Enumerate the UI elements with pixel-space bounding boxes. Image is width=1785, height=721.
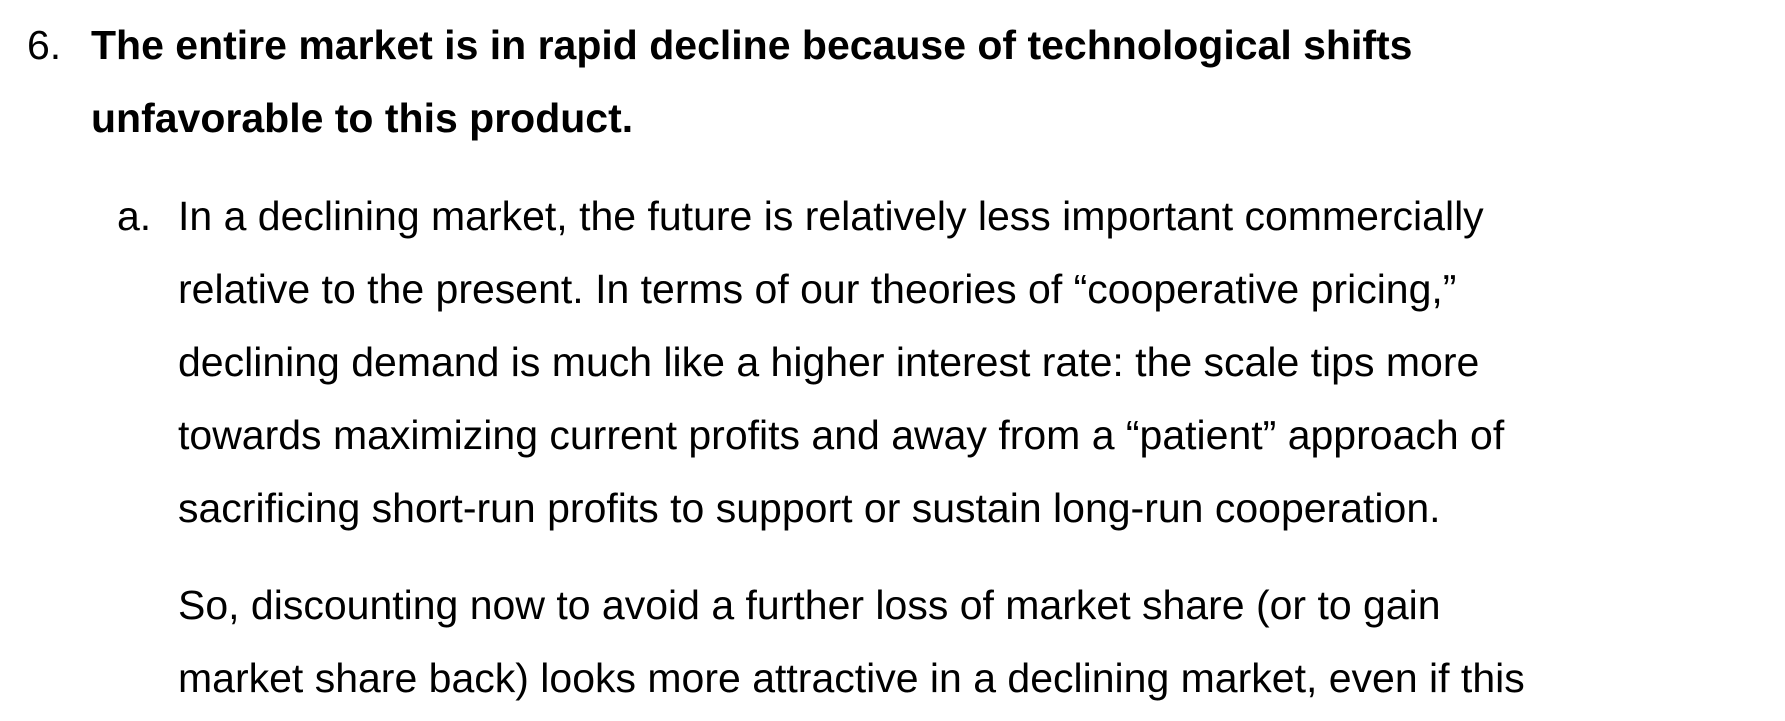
paragraph: In a declining market, the future is rel… — [178, 180, 1504, 545]
heading-line: The entire market is in rapid decline be… — [91, 22, 1413, 68]
paragraph-line: market share back) looks more attractive… — [178, 655, 1525, 701]
paragraph: So, discounting now to avoid a further l… — [178, 569, 1525, 715]
paragraph-line: So, discounting now to avoid a further l… — [178, 582, 1441, 628]
heading-line: unfavorable to this product. — [91, 95, 634, 141]
list-letter: a. — [117, 193, 152, 239]
paragraph-line: relative to the present. In terms of our… — [178, 266, 1457, 312]
paragraph-line: declining demand is much like a higher i… — [178, 339, 1480, 385]
paragraph-line: In a declining market, the future is rel… — [178, 193, 1484, 239]
heading-text: The entire market is in rapid decline be… — [91, 9, 1412, 155]
paragraph-line: towards maximizing current profits and a… — [178, 412, 1505, 458]
list-number: 6. — [27, 22, 62, 68]
paragraph-line: sacrificing short-run profits to support… — [178, 485, 1441, 531]
